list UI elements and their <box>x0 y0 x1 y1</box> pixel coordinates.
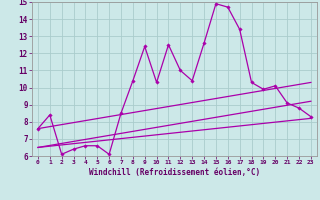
X-axis label: Windchill (Refroidissement éolien,°C): Windchill (Refroidissement éolien,°C) <box>89 168 260 177</box>
